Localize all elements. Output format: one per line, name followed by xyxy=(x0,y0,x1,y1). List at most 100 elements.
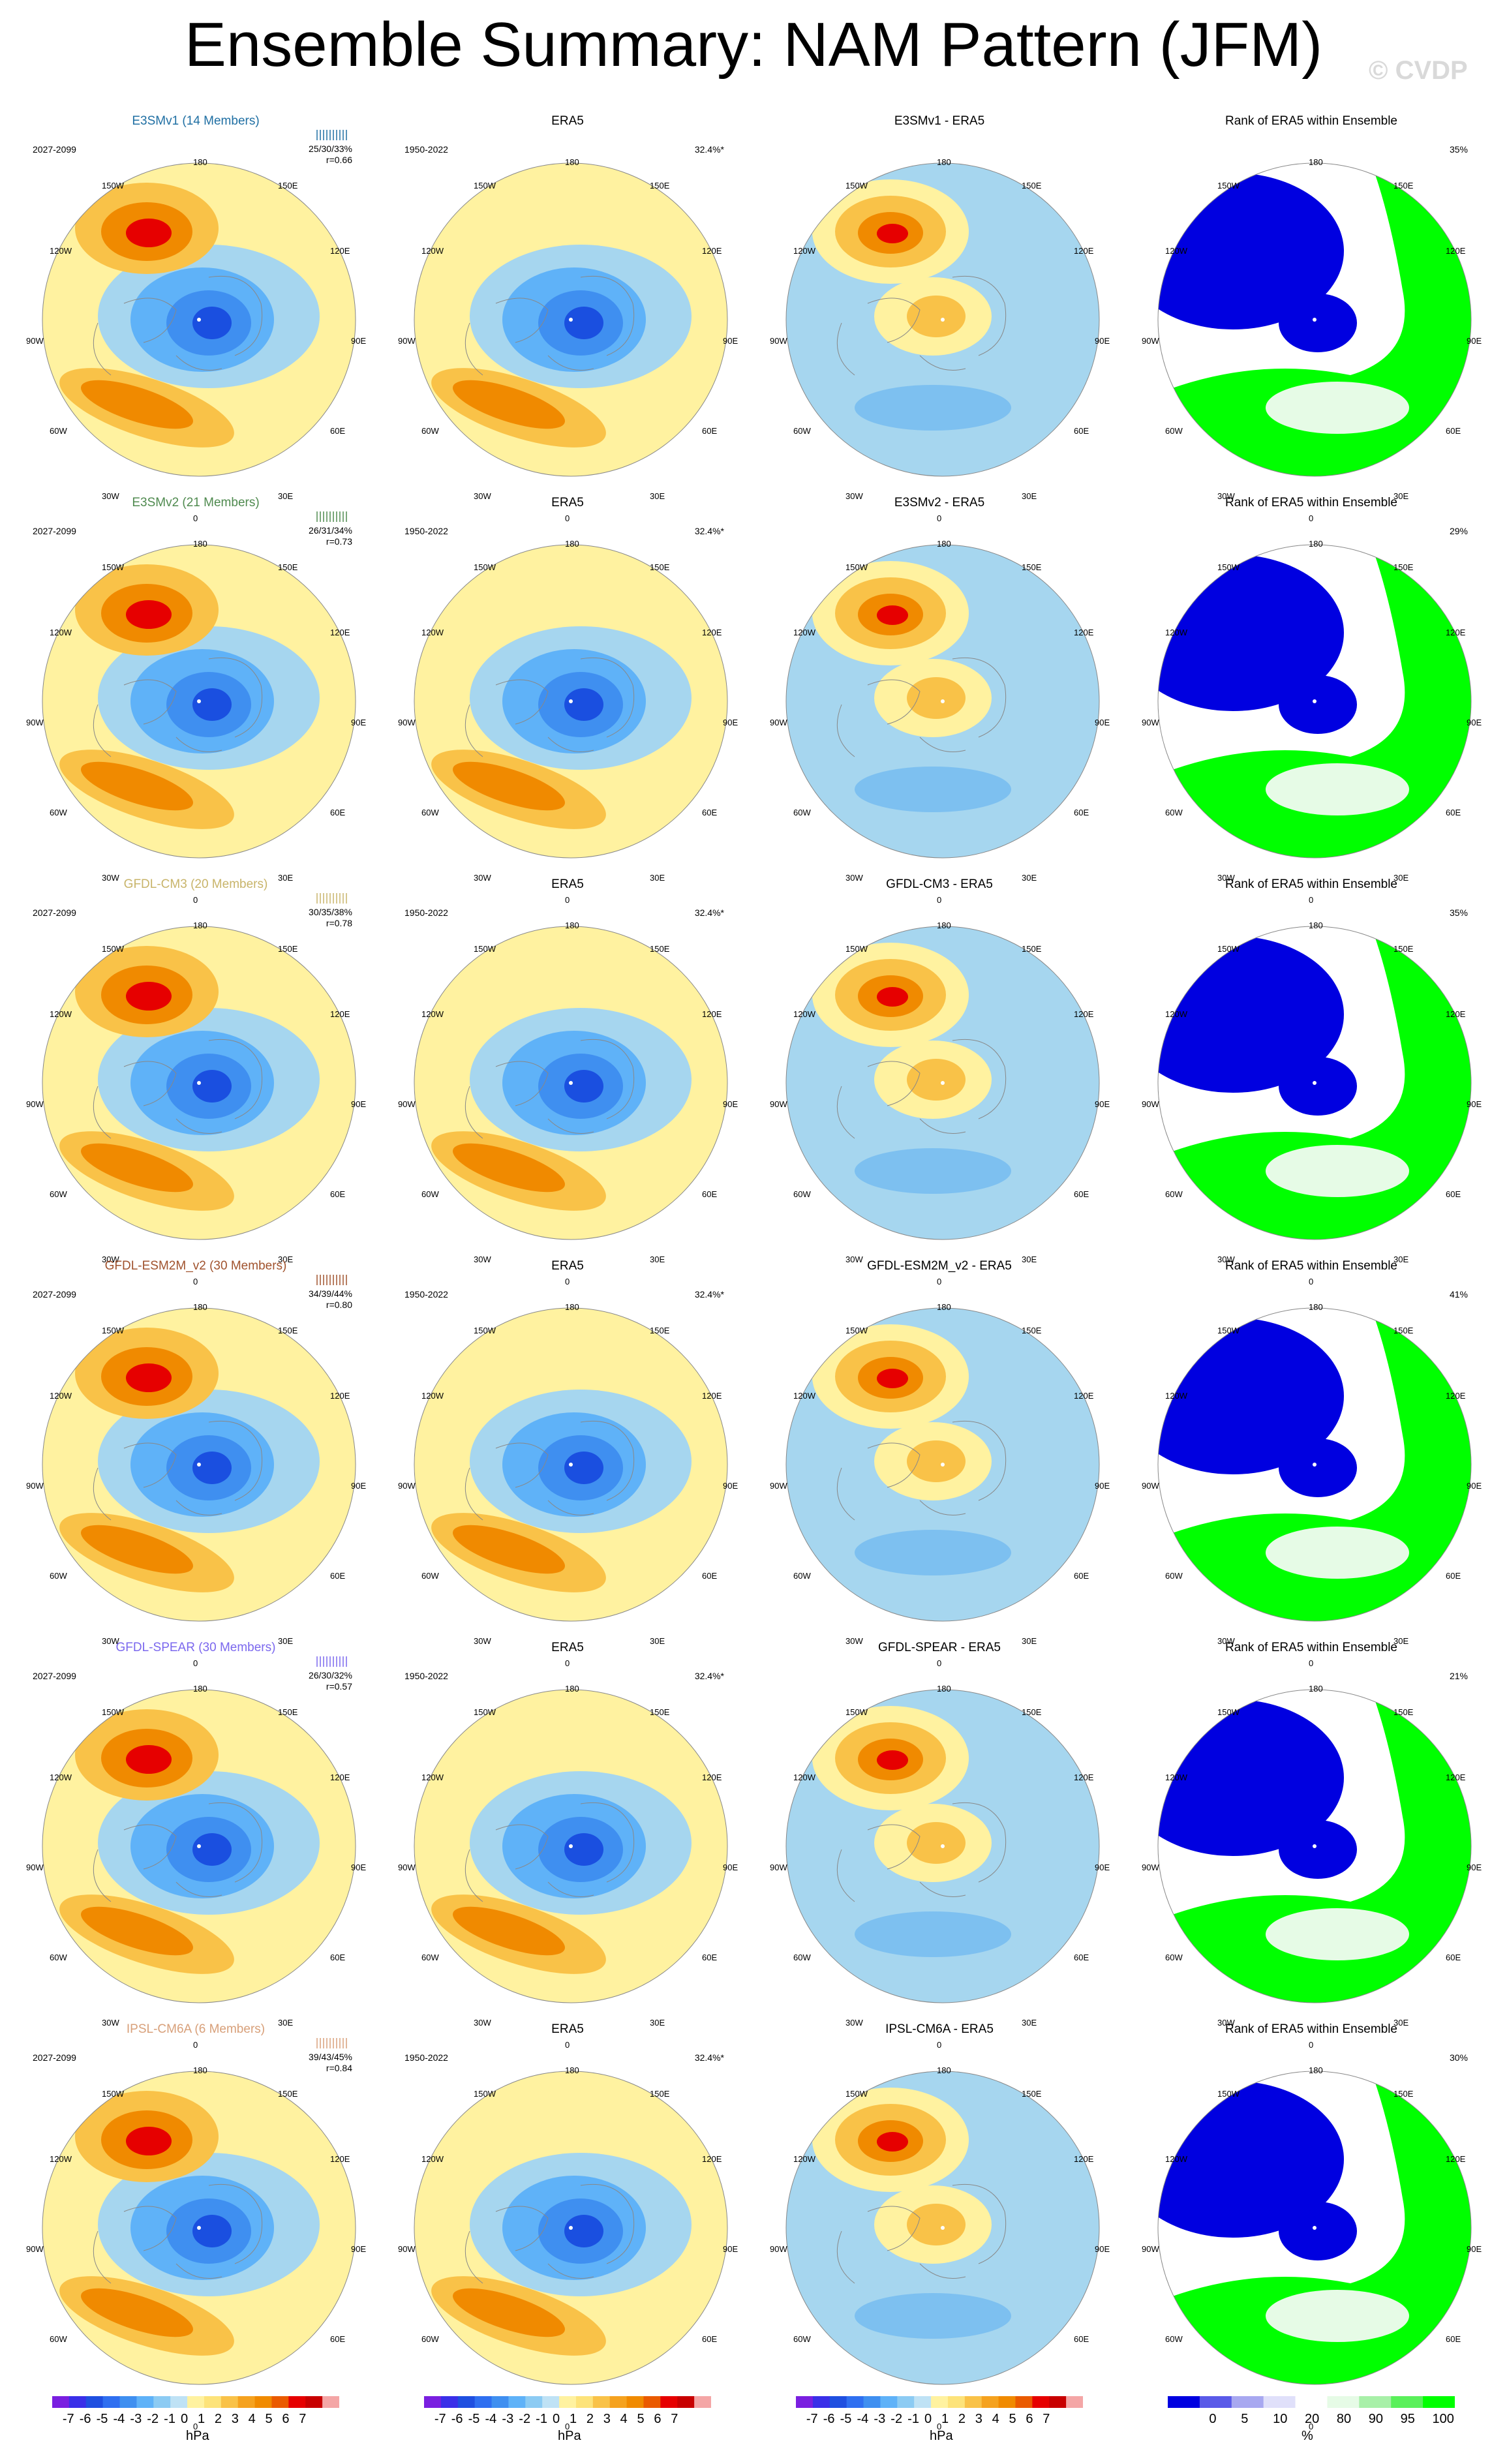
colorbar-label: 7 xyxy=(299,2412,307,2426)
model-polar-map xyxy=(42,162,356,477)
colorbar-swatch xyxy=(914,2396,932,2408)
longitude-label: 150W xyxy=(845,2089,868,2099)
ensemble-spread-ticks xyxy=(316,1656,347,1667)
longitude-label: 150W xyxy=(474,2089,496,2099)
colorbar-swatch xyxy=(575,2396,594,2408)
colorbar-swatch xyxy=(102,2396,121,2408)
era5-percent: 32.4%* xyxy=(694,907,724,918)
colorbar-swatch xyxy=(559,2396,577,2408)
colorbar-label: -3 xyxy=(130,2412,142,2426)
rank-panel: Rank of ERA5 within Ensemble 41% 180 150E 12… xyxy=(1129,1259,1494,1668)
coastline xyxy=(208,657,263,738)
rank-title: Rank of ERA5 within Ensemble xyxy=(1225,1641,1397,1654)
colorbar-label: -7 xyxy=(434,2412,446,2426)
longitude-label: 150W xyxy=(102,562,124,572)
longitude-label: 90E xyxy=(1095,718,1110,727)
colorbar-label: -7 xyxy=(806,2412,818,2426)
longitude-label: 90W xyxy=(770,1481,787,1491)
longitude-label: 0 xyxy=(1309,895,1314,905)
rank-low-region xyxy=(1279,294,1357,352)
difference-title: GFDL-CM3 - ERA5 xyxy=(886,877,993,891)
longitude-label: 90E xyxy=(351,1481,367,1491)
colorbar-swatch xyxy=(694,2396,712,2408)
longitude-label: 180 xyxy=(1309,1684,1323,1694)
longitude-label: 60W xyxy=(421,1953,439,1962)
colorbar-swatch xyxy=(897,2396,915,2408)
longitude-label: 120W xyxy=(1165,1391,1187,1401)
colorbar-swatch xyxy=(136,2396,154,2408)
longitude-label: 30W xyxy=(845,1636,863,1646)
ensemble-percent: 34/39/44% xyxy=(309,1288,352,1299)
diff-polar-map xyxy=(785,1307,1100,1622)
longitude-label: 90E xyxy=(1467,2244,1482,2254)
colorbar-swatch xyxy=(1168,2396,1200,2408)
colorbar-swatches xyxy=(52,2396,340,2408)
colorbar-swatch xyxy=(204,2396,222,2408)
coastline xyxy=(208,1802,263,1883)
longitude-label: 60E xyxy=(1074,1953,1089,1962)
colorbar-label: 7 xyxy=(1043,2412,1050,2426)
longitude-label: 120W xyxy=(421,2154,444,2164)
longitude-label: 30W xyxy=(1217,491,1235,501)
coastline xyxy=(93,322,112,376)
colorbar-label: -5 xyxy=(468,2412,480,2426)
longitude-label: 150W xyxy=(1217,2089,1240,2099)
coastline xyxy=(867,1061,921,1106)
pattern-correlation: r=0.66 xyxy=(326,155,352,165)
coastline xyxy=(495,1442,549,1488)
longitude-label: 90W xyxy=(1142,718,1159,727)
coastline xyxy=(836,704,855,757)
longitude-label: 60W xyxy=(421,808,439,817)
longitude-label: 90E xyxy=(723,1481,738,1491)
rank-panel: Rank of ERA5 within Ensemble 29% 180 150E 12… xyxy=(1129,496,1494,905)
longitude-label: 90E xyxy=(1467,1863,1482,1872)
map-outline xyxy=(785,2071,1100,2385)
coastline xyxy=(93,1086,112,1139)
pattern-correlation: r=0.73 xyxy=(326,536,352,547)
longitude-label: 120E xyxy=(1446,1391,1466,1401)
longitude-label: 90E xyxy=(723,718,738,727)
longitude-label: 150W xyxy=(474,1326,496,1335)
coastline xyxy=(123,1061,177,1106)
coastline xyxy=(175,1881,222,1897)
longitude-label: 90E xyxy=(723,1863,738,1872)
colorbar-swatch xyxy=(1049,2396,1067,2408)
longitude-label: 120E xyxy=(330,1009,350,1019)
longitude-label: 150E xyxy=(1022,1707,1042,1717)
rank-polar-map xyxy=(1157,544,1472,859)
map-outline xyxy=(785,1689,1100,2003)
colorbar-swatch xyxy=(1359,2396,1392,2408)
longitude-label: 120E xyxy=(330,628,350,637)
era5-title: ERA5 xyxy=(551,114,584,128)
rank-title: Rank of ERA5 within Ensemble xyxy=(1225,1259,1397,1273)
longitude-label: 90E xyxy=(351,1863,367,1872)
longitude-label: 180 xyxy=(937,157,951,167)
colorbar-label: 2 xyxy=(214,2412,222,2426)
colorbar-label: -4 xyxy=(113,2412,125,2426)
longitude-label: 90W xyxy=(26,1863,44,1872)
longitude-label: 60E xyxy=(702,426,718,436)
longitude-label: 120W xyxy=(421,628,444,637)
longitude-label: 180 xyxy=(937,1684,951,1694)
colorbar-swatch xyxy=(931,2396,949,2408)
rank-polar-map xyxy=(1157,1689,1472,2003)
colorbar-unit: hPa xyxy=(186,2429,209,2443)
north-pole-marker xyxy=(1313,318,1317,322)
colorbar-label: -2 xyxy=(147,2412,159,2426)
longitude-label: 30E xyxy=(650,491,665,501)
longitude-label: 30E xyxy=(1022,491,1037,501)
longitude-label: 30W xyxy=(102,1255,119,1264)
colorbar-label: 95 xyxy=(1400,2412,1415,2426)
rank-mid-region xyxy=(1266,763,1409,815)
coastline xyxy=(208,2183,263,2264)
cvdp-watermark: © CVDP xyxy=(1369,56,1468,85)
coastline xyxy=(836,1086,855,1139)
longitude-label: 120E xyxy=(702,2154,722,2164)
longitude-label: 90W xyxy=(398,718,416,727)
coastline xyxy=(836,2230,855,2284)
map-outline xyxy=(414,926,728,1240)
longitude-label: 90W xyxy=(770,336,787,346)
longitude-label: 180 xyxy=(565,920,579,930)
era5-title: ERA5 xyxy=(551,1259,584,1273)
colorbar-swatch xyxy=(508,2396,526,2408)
